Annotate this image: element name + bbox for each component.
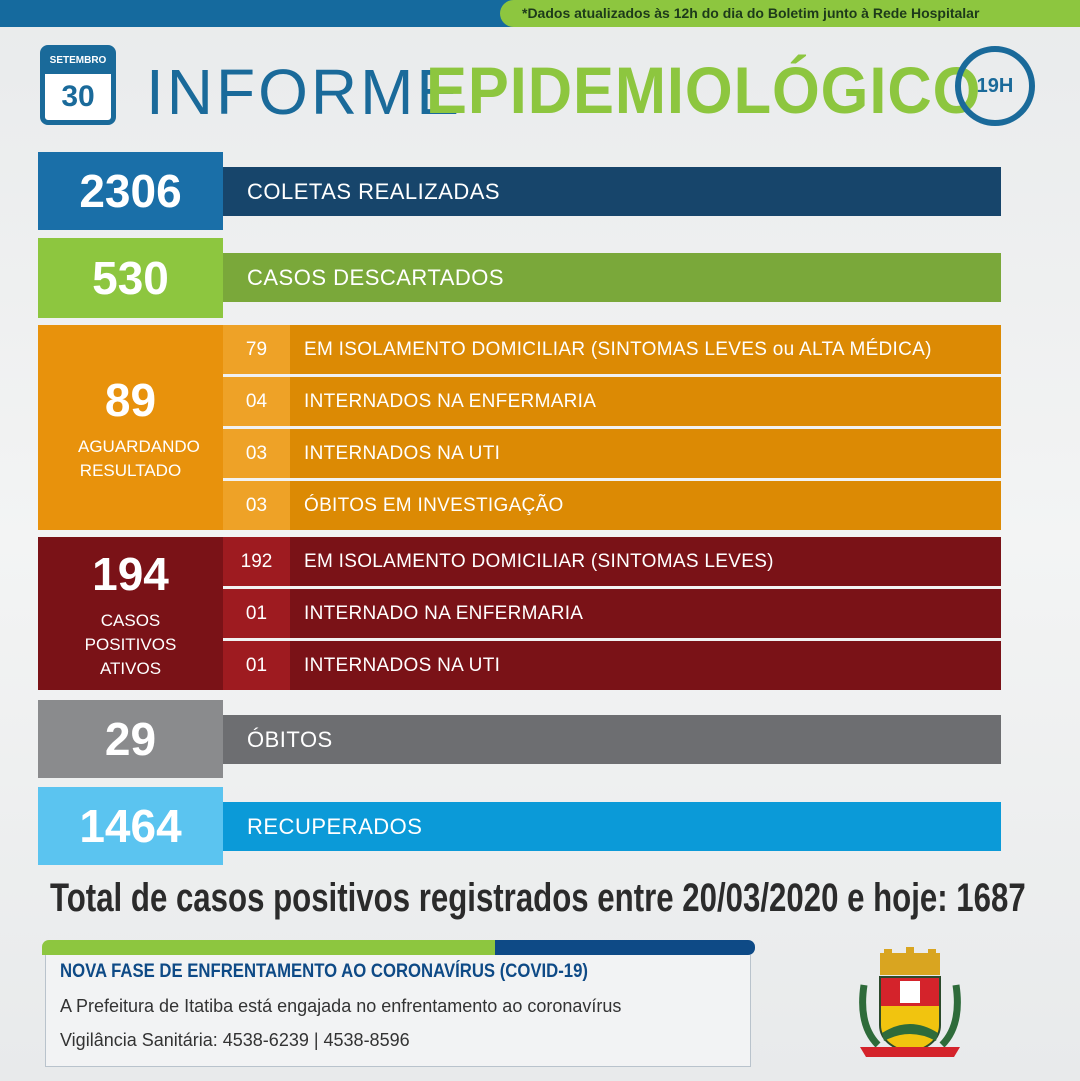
coletas-value: 2306 xyxy=(79,165,182,217)
obitos-number-box: 29 xyxy=(38,700,223,778)
row-value: 192 xyxy=(223,537,290,586)
calendar-day: 30 xyxy=(61,80,95,113)
positivos-row: 01 INTERNADO NA ENFERMARIA xyxy=(223,589,1001,638)
aguardando-row: 04 INTERNADOS NA ENFERMARIA xyxy=(223,377,1001,426)
positivos-number-box: 194 CASOS POSITIVOS ATIVOS xyxy=(38,537,223,690)
row-label: INTERNADOS NA ENFERMARIA xyxy=(304,391,597,412)
row-value: 79 xyxy=(223,325,290,374)
coletas-number-box: 2306 xyxy=(38,152,223,230)
recuperados-label: RECUPERADOS xyxy=(223,802,1001,851)
row-label: INTERNADO NA ENFERMARIA xyxy=(304,603,584,624)
clock-icon: 19H xyxy=(955,46,1035,126)
footer-box xyxy=(45,955,751,1067)
footer-line-1: A Prefeitura de Itatiba está engajada no… xyxy=(60,996,622,1016)
coletas-label: COLETAS REALIZADAS xyxy=(223,167,1001,216)
row-value: 03 xyxy=(223,429,290,478)
update-note: *Dados atualizados às 12h do dia do Bole… xyxy=(500,0,1080,27)
aguardando-row: 03 ÓBITOS EM INVESTIGAÇÃO xyxy=(223,481,1001,530)
row-label: EM ISOLAMENTO DOMICILIAR (SINTOMAS LEVES… xyxy=(304,339,932,360)
recuperados-value: 1464 xyxy=(79,800,182,852)
footer-line-2: Vigilância Sanitária: 4538-6239 | 4538-8… xyxy=(60,1030,410,1050)
obitos-value: 29 xyxy=(104,713,157,765)
row-label: ÓBITOS EM INVESTIGAÇÃO xyxy=(304,495,564,516)
positivos-row: 01 INTERNADOS NA UTI xyxy=(223,641,1001,690)
descartados-value: 530 xyxy=(92,252,169,304)
row-label: INTERNADOS NA UTI xyxy=(304,655,501,676)
title-informe: INFORME xyxy=(146,56,463,128)
aguardando-value: 89 xyxy=(104,373,157,426)
positivos-label: CASOS POSITIVOS ATIVOS xyxy=(84,610,177,678)
row-value: 03 xyxy=(223,481,290,530)
aguardando-row: 03 INTERNADOS NA UTI xyxy=(223,429,1001,478)
title-epidemiologico: EPIDEMIOLÓGICO xyxy=(426,53,982,127)
footer-heading: NOVA FASE DE ENFRENTAMENTO AO CORONAVÍRU… xyxy=(60,961,588,982)
footer-accent-green xyxy=(42,940,502,955)
calendar-icon: SETEMBRO 30 xyxy=(40,45,116,125)
calendar-month: SETEMBRO xyxy=(45,50,111,74)
row-label: INTERNADOS NA UTI xyxy=(304,443,501,464)
descartados-number-box: 530 xyxy=(38,238,223,318)
total-cases: Total de casos positivos registrados ent… xyxy=(50,876,1026,920)
row-value: 01 xyxy=(223,641,290,690)
aguardando-row: 79 EM ISOLAMENTO DOMICILIAR (SINTOMAS LEV… xyxy=(223,325,1001,374)
positivos-value: 194 xyxy=(92,547,169,600)
aguardando-label: AGUARDANDO RESULTADO xyxy=(78,436,200,480)
row-value: 01 xyxy=(223,589,290,638)
obitos-label: ÓBITOS xyxy=(223,715,1001,764)
itatiba-coat-of-arms-logo xyxy=(859,947,961,1057)
aguardando-number-box: 89 AGUARDANDO RESULTADO xyxy=(38,325,223,530)
descartados-label: CASOS DESCARTADOS xyxy=(223,253,1001,302)
row-value: 04 xyxy=(223,377,290,426)
row-label: EM ISOLAMENTO DOMICILIAR (SINTOMAS LEVES… xyxy=(304,551,774,572)
recuperados-number-box: 1464 xyxy=(38,787,223,865)
footer-accent-blue xyxy=(495,940,755,955)
positivos-row: 192 EM ISOLAMENTO DOMICILIAR (SINTOMAS LE… xyxy=(223,537,1001,586)
